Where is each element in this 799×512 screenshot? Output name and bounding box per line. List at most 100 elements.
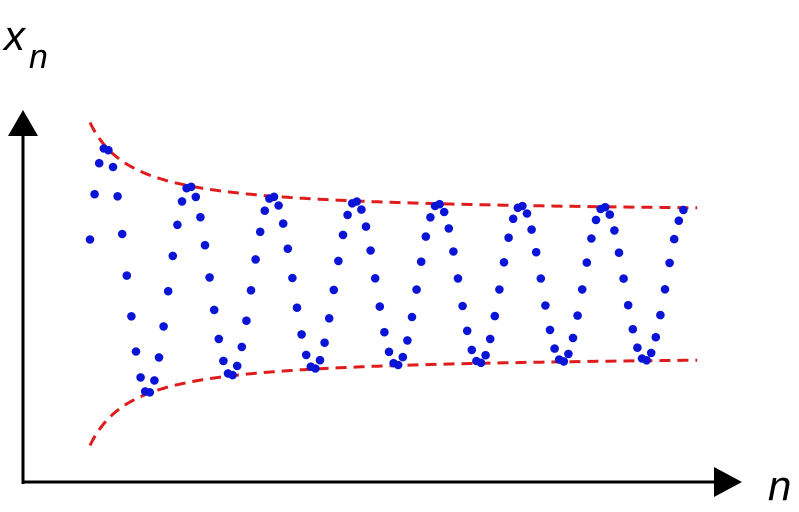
sequence-point (191, 192, 201, 202)
sequence-point (246, 286, 256, 295)
sequence-point (288, 273, 297, 283)
sequence-point (311, 364, 320, 373)
sequence-point (504, 233, 513, 242)
sequence-point (550, 344, 559, 353)
x-axis-label: n (768, 462, 791, 509)
sequence-point (343, 210, 352, 220)
sequence-point (421, 232, 431, 241)
sequence-point (485, 334, 495, 344)
sequence-point (407, 312, 417, 322)
sequence-point (131, 347, 141, 356)
sequence-point (591, 215, 601, 225)
sequence-point (113, 192, 122, 201)
sequence-point (260, 206, 270, 215)
sequence-point (577, 285, 587, 294)
sequence-point (205, 273, 214, 282)
upper-envelope (88, 121, 698, 210)
sequence-point (573, 311, 582, 320)
sequence-point (642, 356, 651, 365)
sequence-point (163, 286, 173, 296)
sequence-point (366, 246, 375, 255)
x-axis-arrowhead (714, 467, 742, 497)
sequence-point (237, 342, 247, 352)
sequence-point (435, 199, 444, 209)
sequence-point (481, 350, 490, 360)
sequence-point (292, 303, 302, 313)
sequence-point (301, 350, 311, 360)
sequence-point (196, 212, 205, 222)
sequence-point (476, 358, 486, 368)
sequence-point (536, 274, 546, 283)
sequence-point (324, 314, 334, 323)
sequence-point (587, 234, 596, 243)
sequence-point (518, 201, 527, 211)
sequence-point (522, 209, 532, 218)
y-axis-arrowhead (8, 110, 38, 136)
sequence-point (173, 220, 182, 230)
sequence-point (380, 327, 389, 337)
sequence-point (228, 370, 237, 380)
sequence-point (674, 216, 684, 225)
sequence-point (159, 322, 168, 331)
sequence-point (242, 316, 251, 326)
sequence-point (255, 227, 265, 237)
sequence-point (559, 357, 569, 366)
sequence-point (499, 258, 509, 267)
sequence-point (108, 162, 118, 172)
y-axis-label-subscript: n (29, 38, 48, 76)
sequence-point (458, 301, 467, 311)
lower-envelope (88, 358, 698, 447)
sequence-point (467, 345, 477, 355)
sequence-point (679, 205, 688, 215)
sequence-point (600, 202, 610, 212)
sequence-point (90, 189, 99, 199)
sequence-point (136, 373, 145, 382)
sequence-point (582, 258, 592, 267)
sequence-point (361, 222, 371, 231)
sequence-point (214, 334, 224, 344)
sequence-point (154, 353, 164, 362)
sequence-point (274, 201, 283, 210)
sequence-point (145, 388, 155, 397)
sequence-point (94, 158, 104, 168)
sequence-point (315, 355, 325, 365)
sequence-point (278, 219, 288, 228)
sequence-point (541, 301, 550, 310)
sequence-point (564, 349, 573, 359)
sequence-point (200, 240, 210, 250)
sequence-point (623, 300, 633, 310)
sequence-point (508, 214, 518, 224)
sequence-point (416, 257, 426, 267)
sequence-point (269, 192, 279, 202)
sequence-point (651, 332, 661, 342)
sequence-point (646, 348, 656, 358)
sequence-point (375, 302, 385, 311)
sequence-point (412, 285, 421, 294)
sequence-point (531, 247, 541, 257)
sequence-point (329, 285, 339, 295)
sequence-point (320, 338, 329, 348)
sequence-point (393, 360, 403, 370)
sequence-point (610, 226, 619, 235)
sequence-point (462, 326, 472, 336)
sequence-point (403, 336, 412, 345)
sequence-point (168, 251, 178, 261)
sequence-point (334, 256, 343, 266)
sequence-point (384, 347, 394, 357)
sequence-point (338, 230, 348, 240)
sequence-point (104, 145, 113, 155)
sequence-point (251, 255, 260, 264)
sequence-point (439, 207, 449, 217)
sequence-point (352, 197, 362, 206)
sequence-point (150, 376, 159, 385)
sequence-point (656, 310, 665, 320)
sequence-point (490, 311, 500, 321)
sequence-point (283, 244, 293, 253)
sequence-point (568, 333, 578, 343)
sequence-point (449, 247, 458, 256)
sequence-point (669, 234, 679, 244)
sequence-point (628, 324, 638, 334)
sequence-point (127, 312, 136, 321)
